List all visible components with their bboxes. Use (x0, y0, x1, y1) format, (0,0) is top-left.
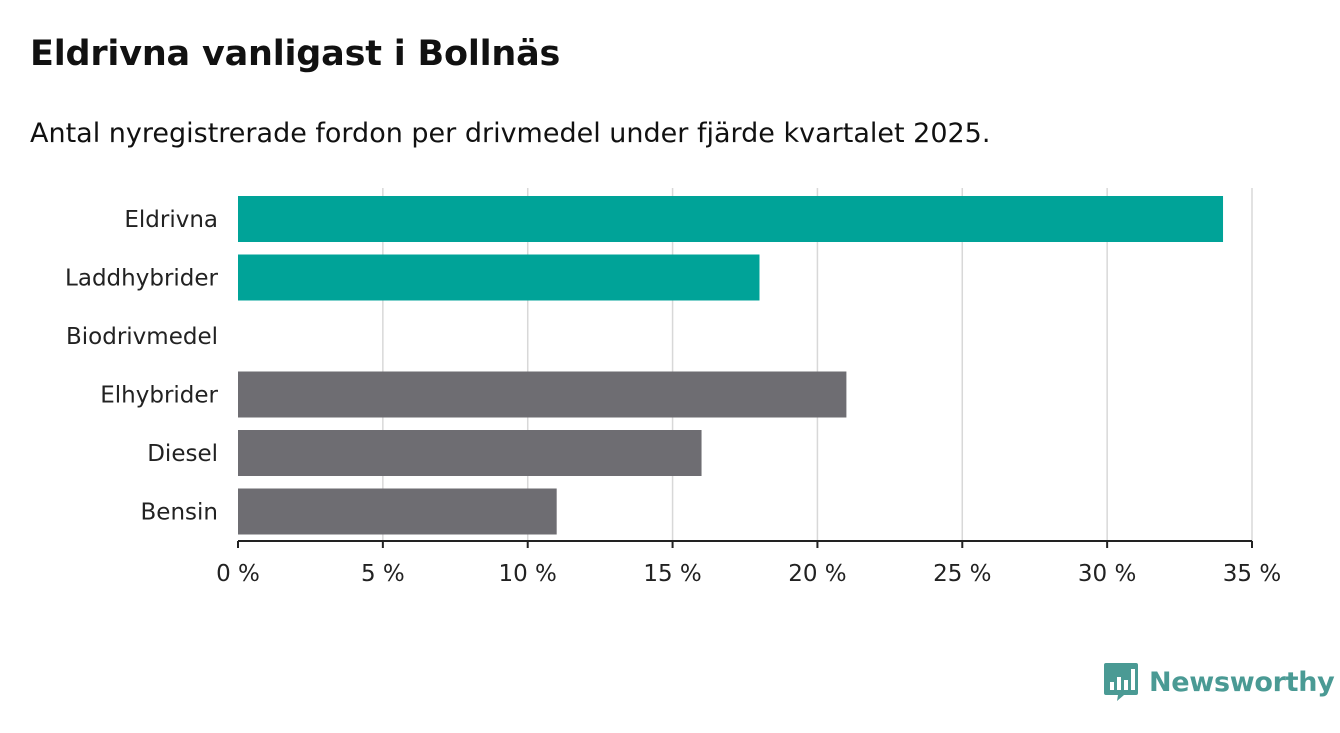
chart-subtitle: Antal nyregistrerade fordon per drivmede… (30, 118, 991, 149)
bar-eldrivna (238, 196, 1224, 242)
bar-elhybrider (238, 371, 847, 418)
category-label: Laddhybrider (65, 266, 218, 292)
x-tick-label: 10 % (498, 561, 556, 587)
category-labels: Eldrivna Laddhybrider Biodrivmedel Elhybrid… (65, 207, 218, 526)
category-label: Biodrivmedel (66, 324, 218, 350)
x-tick-label: 15 % (643, 561, 701, 587)
bar-laddhybrider (238, 254, 760, 301)
x-tick-label: 30 % (1078, 561, 1136, 587)
category-label: Bensin (141, 500, 218, 526)
x-tick-label: 20 % (788, 561, 846, 587)
bar-chart-speech-bubble-icon (1104, 663, 1138, 701)
chart-title: Eldrivna vanligast i Bollnäs (30, 34, 561, 74)
category-label: Elhybrider (100, 383, 218, 409)
category-label: Eldrivna (124, 207, 218, 233)
gridlines (382, 188, 1253, 541)
bars (238, 196, 1224, 535)
x-tick-label: 35 % (1223, 561, 1281, 587)
bar-diesel (238, 430, 702, 476)
brand-name: Newsworthy (1149, 666, 1335, 698)
x-axis: 0 % 5 % 10 % 15 % 20 % 25 % 30 % 35 % (216, 540, 1281, 587)
x-tick-label: 0 % (216, 561, 260, 587)
category-label: Diesel (147, 441, 218, 467)
x-tick-label: 5 % (361, 561, 405, 587)
newsworthy-logo: Newsworthy (1103, 662, 1335, 702)
x-tick-label: 25 % (933, 561, 991, 587)
bar-bensin (238, 488, 557, 535)
